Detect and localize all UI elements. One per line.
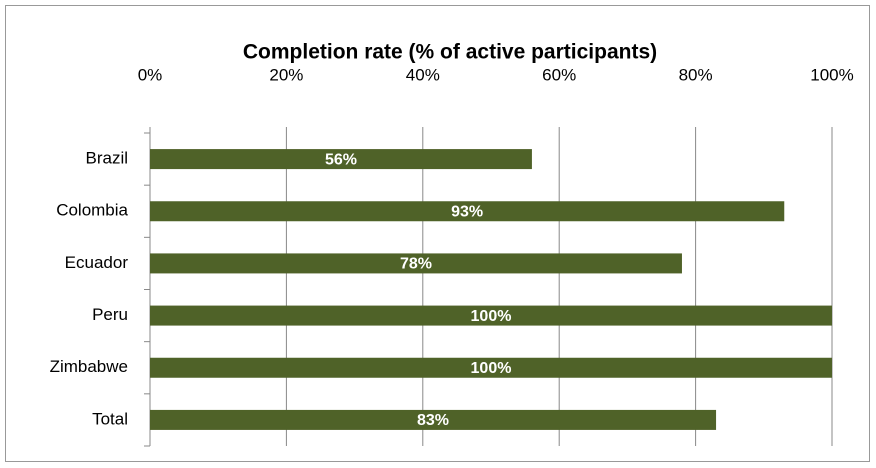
bar — [150, 305, 832, 326]
y-tick-label: Colombia — [56, 201, 128, 220]
x-tick-label: 40% — [406, 65, 440, 84]
bar — [150, 201, 785, 222]
y-tick-label: Zimbabwe — [50, 357, 128, 376]
x-tick-label: 0% — [138, 65, 163, 84]
x-tick-label: 20% — [269, 65, 303, 84]
y-tick-label: Ecuador — [65, 253, 129, 272]
x-tick-label: 100% — [810, 65, 853, 84]
value-label: 93% — [451, 203, 483, 220]
value-label: 83% — [417, 412, 449, 429]
value-label: 78% — [400, 256, 432, 273]
bar — [150, 409, 717, 430]
value-label: 56% — [325, 151, 357, 168]
bar — [150, 253, 682, 274]
value-label: 100% — [471, 360, 512, 377]
bar — [150, 149, 532, 170]
x-tick-label: 80% — [679, 65, 713, 84]
value-label: 100% — [471, 308, 512, 325]
y-tick-label: Total — [92, 409, 128, 428]
x-tick-label: 60% — [542, 65, 576, 84]
chart-title: Completion rate (% of active participant… — [243, 41, 657, 64]
y-tick-label: Brazil — [85, 149, 128, 168]
bar — [150, 357, 832, 378]
y-tick-label: Peru — [92, 305, 128, 324]
